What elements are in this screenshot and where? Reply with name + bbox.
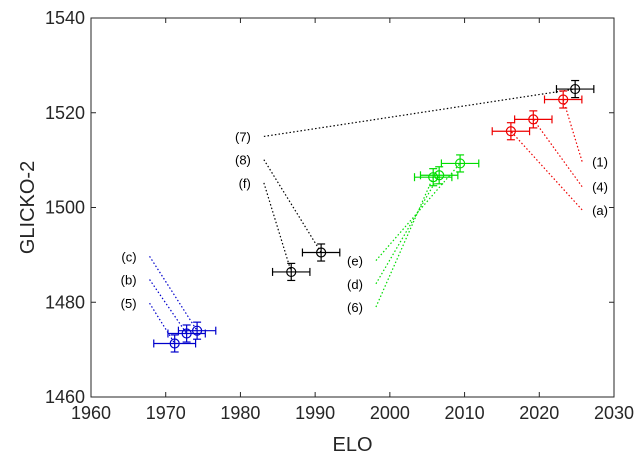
data-point-blue3 [177, 321, 217, 340]
y-tick-label: 1540 [45, 8, 85, 28]
data-point-black2 [301, 243, 341, 262]
annotation-label: (7) [235, 129, 251, 144]
annotation-label: (1) [592, 155, 608, 170]
annotation-label: (d) [347, 277, 363, 292]
data-points [153, 79, 595, 353]
y-axis-label: GLICKO-2 [17, 161, 39, 254]
x-tick-label: 1960 [71, 403, 111, 423]
data-marker [528, 114, 539, 125]
annotation-label: (5) [121, 296, 137, 311]
data-point-green2 [419, 166, 459, 185]
y-tick-label: 1500 [45, 198, 85, 218]
annotation-labels: (c) (b) (5) (7) (8) (f) (e) (d) (6) (1) (4) (a) [121, 129, 608, 315]
data-marker [558, 94, 569, 105]
annotation-label: (6) [347, 300, 363, 315]
data-point-black1 [271, 262, 311, 282]
plot-area [90, 17, 615, 398]
annotation-label: (b) [121, 273, 137, 288]
data-marker [169, 338, 180, 349]
x-tick-label: 1980 [220, 403, 260, 423]
annotation-label: (c) [121, 249, 136, 264]
annotation-label: (a) [592, 203, 608, 218]
annotation-label: (e) [347, 254, 363, 269]
y-tick-label: 1460 [45, 387, 85, 407]
annotation-leader-line [532, 119, 583, 188]
x-tick-label: 2000 [370, 403, 410, 423]
data-marker [191, 325, 203, 336]
x-axis-label: ELO [332, 434, 372, 456]
x-tick-label: 2020 [519, 403, 559, 423]
data-point-red1 [491, 122, 531, 141]
data-point-red2 [514, 110, 553, 129]
data-marker [428, 172, 439, 183]
annotation-leaders [149, 88, 583, 344]
annotation-leader-line [149, 302, 176, 344]
annotation-leader-line [375, 174, 440, 285]
data-marker [181, 328, 192, 339]
x-tick-label: 1990 [295, 403, 335, 423]
data-point-green3 [440, 154, 480, 173]
annotation-leader-line [510, 130, 583, 211]
data-point-black3 [555, 79, 595, 99]
annotation-leader-line [375, 176, 434, 308]
data-marker [570, 83, 581, 95]
y-tick-label: 1480 [45, 292, 85, 312]
data-point-blue1 [153, 334, 197, 353]
data-marker [505, 126, 516, 137]
data-marker [454, 158, 466, 169]
y-tick-label: 1520 [45, 103, 85, 123]
x-tick-label: 2030 [594, 403, 634, 423]
annotation-leader-line [263, 182, 292, 273]
annotation-label: (8) [235, 153, 251, 168]
x-tick-label: 1970 [146, 403, 186, 423]
x-tick-label: 2010 [445, 403, 485, 423]
data-point-red3 [543, 90, 583, 109]
annotation-label: (f) [239, 176, 251, 191]
annotation-label: (4) [592, 180, 608, 195]
data-marker [434, 170, 445, 181]
data-marker [316, 247, 327, 258]
axis-ticks: 1960 1970 1980 1990 2000 2010 2020 2030 1460 1480… [45, 8, 634, 423]
annotation-leader-line [263, 88, 576, 138]
data-marker [286, 266, 297, 278]
